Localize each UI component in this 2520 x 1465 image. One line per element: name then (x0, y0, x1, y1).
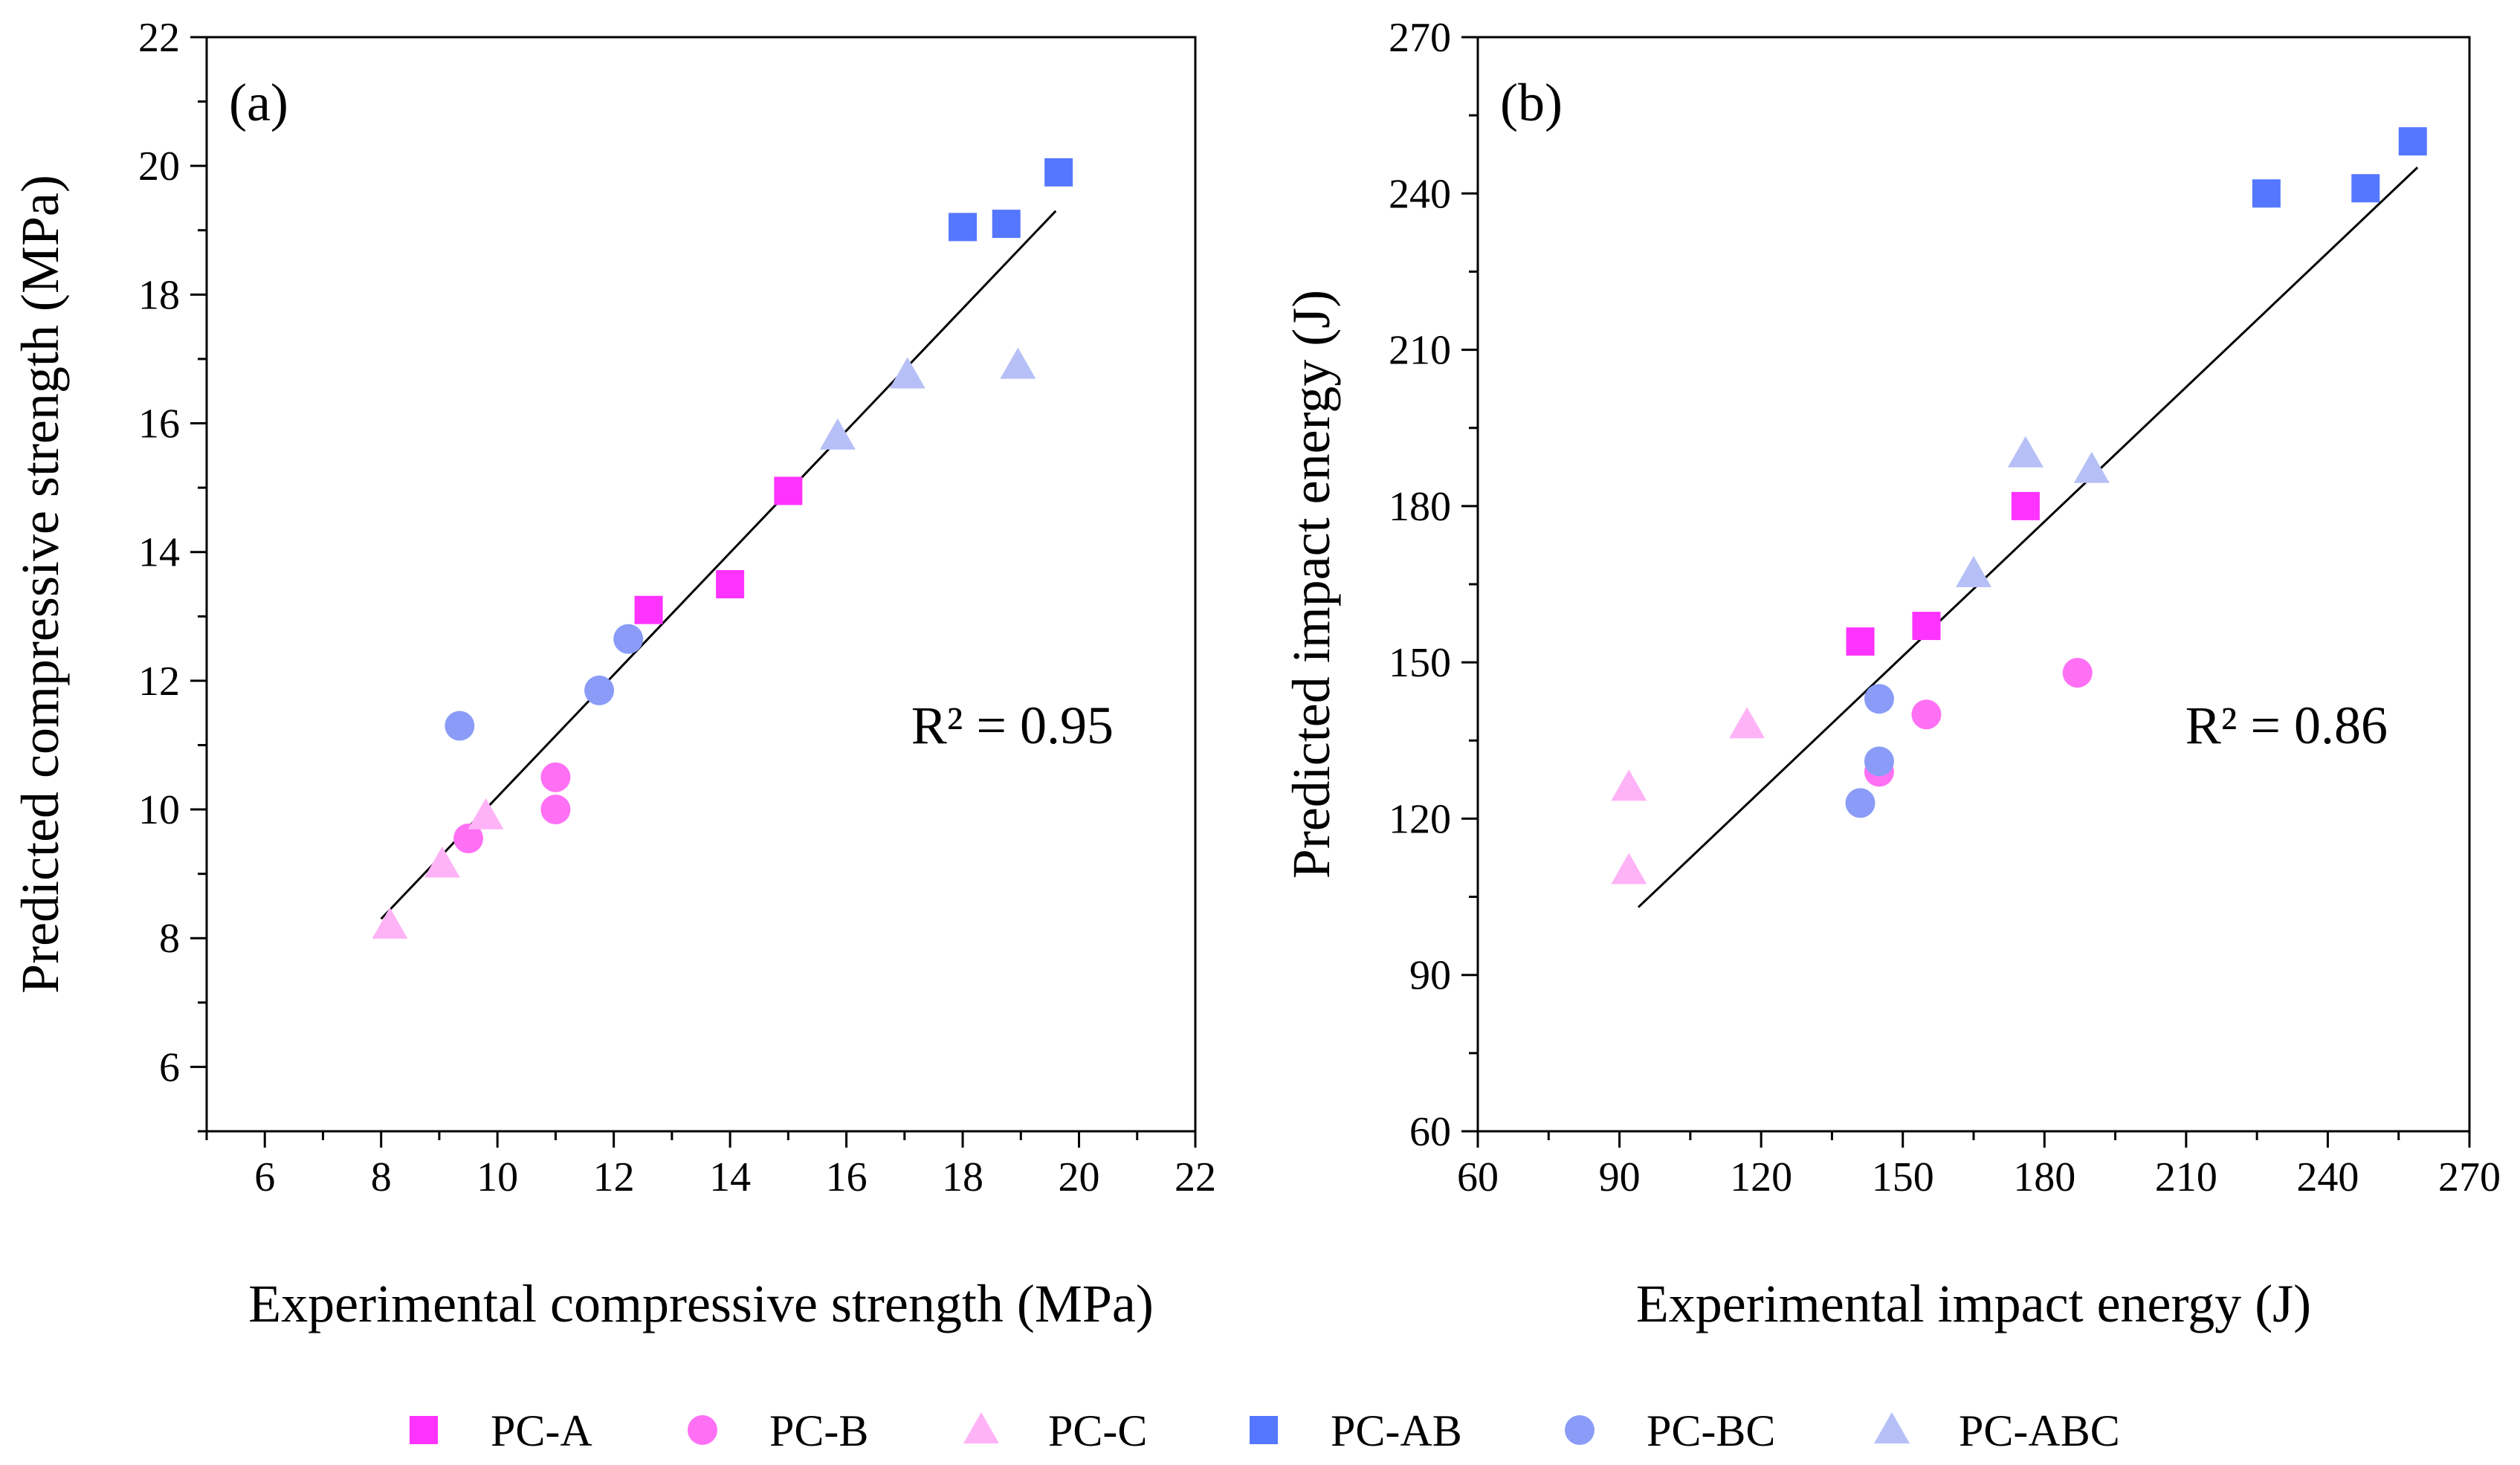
x-tick-label-a: 16 (826, 1154, 868, 1200)
data-point-pc-abc-b (1956, 555, 1991, 587)
y-tick-label-b: 120 (1389, 796, 1451, 842)
x-tick-label-b: 210 (2155, 1154, 2217, 1200)
plot-frame-a (205, 36, 1197, 1133)
y-tick-label-b: 240 (1389, 171, 1451, 217)
y-tick-label-a: 10 (138, 787, 180, 833)
panel-b-chart: 60 90 120 150 180 210 240 270 60 90 120 150 180 210 24… (1282, 15, 2501, 1333)
panel-label-a: (a) (229, 73, 288, 132)
data-point-pc-ab-b (2398, 127, 2427, 156)
data-point-pc-ab-a (992, 210, 1021, 239)
data-point-pc-ab-b (2252, 179, 2281, 208)
data-point-pc-c-a (468, 798, 504, 829)
y-tick-label-b: 270 (1389, 15, 1451, 61)
legend-label-pc-c: PC-C (1048, 1406, 1147, 1455)
r2-annotation-b: R² = 0.86 (2185, 696, 2388, 755)
y-tick-label-b: 180 (1389, 484, 1451, 530)
data-point-pc-b-a (453, 824, 484, 854)
x-tick-label-b: 270 (2438, 1154, 2501, 1200)
y-tick-label-a: 6 (159, 1044, 180, 1090)
legend-marker-pc-a (410, 1416, 438, 1444)
data-point-pc-b-a (540, 795, 571, 825)
data-point-pc-ab-a (1044, 158, 1073, 187)
data-point-pc-c-b (1611, 853, 1647, 885)
r2-annotation-a: R² = 0.95 (911, 696, 1114, 755)
x-tick-label-a: 18 (942, 1154, 983, 1200)
legend-label-pc-bc: PC-BC (1647, 1406, 1775, 1455)
y-axis-title-a: Predicted compressive strength (MPa) (10, 175, 70, 994)
data-point-pc-abc-a (819, 418, 856, 450)
data-point-pc-a-a (716, 570, 745, 598)
y-tick-label-a: 8 (159, 916, 180, 962)
data-point-pc-bc-a (584, 675, 615, 705)
data-point-pc-a-b (2011, 491, 2040, 520)
y-tick-label-a: 14 (138, 530, 180, 576)
data-point-pc-bc-b (1864, 684, 1894, 714)
legend-marker-pc-bc (1565, 1415, 1595, 1445)
y-tick-label-a: 12 (138, 659, 180, 705)
y-tick-label-a: 22 (138, 15, 180, 61)
data-point-pc-bc-a (445, 711, 475, 741)
y-tick-label-a: 20 (138, 143, 180, 190)
x-tick-label-b: 240 (2296, 1154, 2359, 1200)
x-tick-label-a: 20 (1059, 1154, 1100, 1200)
y-axis-title-b: Predicted impact energy (J) (1282, 290, 1341, 879)
data-point-pc-abc-b (2073, 451, 2110, 483)
data-point-pc-a-b (1846, 627, 1875, 656)
x-tick-label-b: 90 (1599, 1154, 1641, 1200)
x-tick-label-a: 12 (593, 1154, 635, 1200)
data-point-pc-c-a (424, 846, 460, 878)
legend-marker-pc-c (963, 1412, 999, 1443)
x-axis-title-b: Experimental impact energy (J) (1636, 1274, 2311, 1333)
legend-label-pc-a: PC-A (491, 1406, 592, 1455)
x-tick-label-b: 60 (1457, 1154, 1499, 1200)
x-tick-label-b: 180 (2013, 1154, 2075, 1200)
legend-marker-pc-b (688, 1415, 717, 1445)
legend-label-pc-abc: PC-ABC (1959, 1406, 2120, 1455)
data-point-pc-bc-b (1864, 746, 1894, 777)
x-tick-label-a: 10 (476, 1154, 518, 1200)
y-tick-label-a: 16 (138, 401, 180, 447)
legend-marker-pc-abc (1874, 1412, 1910, 1443)
data-point-pc-abc-a (889, 357, 925, 389)
data-point-pc-c-b (1611, 769, 1647, 801)
data-point-pc-ab-a (949, 213, 978, 242)
data-point-pc-b-b (1911, 699, 1942, 730)
x-tick-label-b: 120 (1730, 1154, 1792, 1200)
x-tick-label-a: 6 (254, 1154, 275, 1200)
data-point-pc-ab-b (2351, 174, 2380, 203)
data-point-pc-a-a (634, 595, 663, 624)
legend: PC-A PC-B PC-C PC-AB PC-BC PC-ABC (410, 1406, 2120, 1455)
data-point-pc-a-a (774, 476, 803, 505)
x-tick-label-b: 150 (1872, 1154, 1934, 1200)
data-point-pc-b-b (2062, 658, 2093, 688)
x-tick-label-a: 22 (1175, 1154, 1216, 1200)
data-point-pc-abc-b (2007, 436, 2044, 468)
legend-label-pc-b: PC-B (769, 1406, 868, 1455)
y-tick-label-b: 90 (1409, 953, 1451, 999)
panel-a-chart: 6 8 10 12 14 16 18 20 22 6 8 10 12 14 16 18 20 22 Experime… (10, 15, 1216, 1333)
data-point-pc-abc-a (1000, 347, 1036, 379)
y-tick-label-a: 18 (138, 272, 180, 318)
x-tick-label-a: 8 (371, 1154, 392, 1200)
x-tick-label-a: 14 (709, 1154, 751, 1200)
legend-label-pc-ab: PC-AB (1331, 1406, 1462, 1455)
x-axis-title-a: Experimental compressive strength (MPa) (248, 1274, 1154, 1333)
y-tick-label-b: 210 (1389, 328, 1451, 374)
fit-line-a (380, 210, 1057, 920)
legend-marker-pc-ab (1250, 1416, 1278, 1444)
data-point-pc-a-b (1912, 612, 1941, 641)
data-point-pc-b-a (540, 762, 571, 792)
data-point-pc-bc-a (613, 624, 644, 654)
data-point-pc-c-a (372, 907, 408, 939)
y-tick-label-b: 150 (1389, 640, 1451, 686)
y-tick-label-b: 60 (1409, 1109, 1451, 1155)
panel-label-b: (b) (1500, 73, 1563, 132)
data-point-pc-bc-b (1845, 788, 1876, 818)
data-point-pc-c-b (1729, 707, 1765, 739)
fit-line-b (1637, 166, 2419, 908)
